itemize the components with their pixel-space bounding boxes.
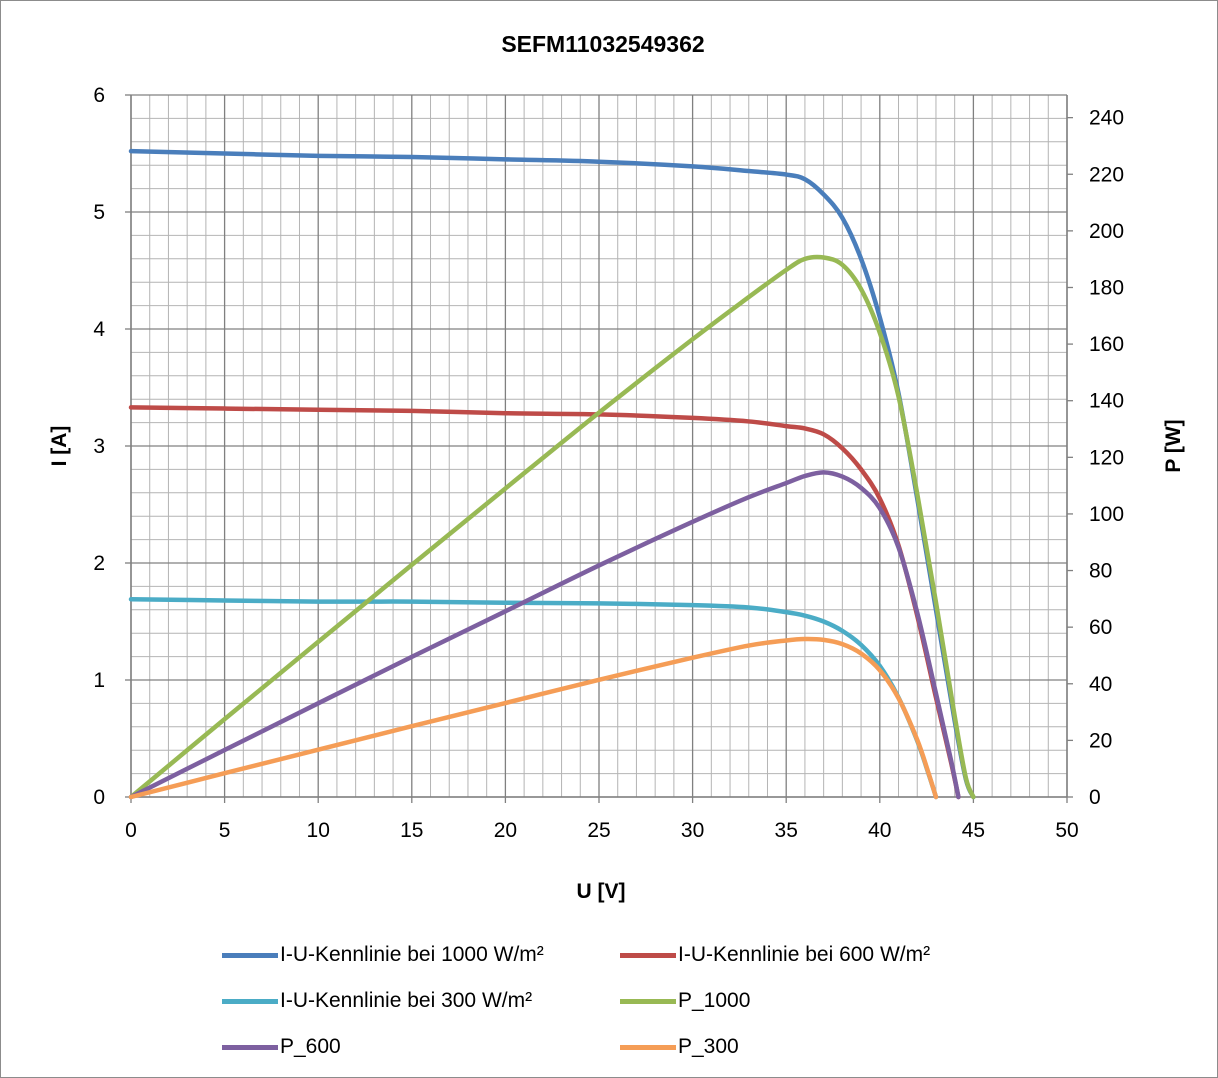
x-tick-label: 5 xyxy=(219,819,231,842)
x-tick-label: 50 xyxy=(1055,819,1078,842)
y-tick-label: 1 xyxy=(93,669,105,692)
x-tick-label: 45 xyxy=(962,819,985,842)
legend-swatch xyxy=(222,1044,278,1050)
y-tick-label: 2 xyxy=(93,552,105,575)
legend-label: I-U-Kennlinie bei 300 W/m² xyxy=(280,989,533,1012)
x-tick-label: 0 xyxy=(125,819,137,842)
x-tick-label: 20 xyxy=(494,819,517,842)
legend-swatch xyxy=(222,952,278,958)
y2-tick-label: 240 xyxy=(1089,107,1124,130)
legend-swatch xyxy=(620,1044,676,1050)
y2-tick-label: 180 xyxy=(1089,276,1124,299)
x-tick-label: 10 xyxy=(307,819,330,842)
y2-tick-label: 160 xyxy=(1089,333,1124,356)
y2-tick-label: 60 xyxy=(1089,616,1112,639)
major-gridlines xyxy=(130,94,1068,798)
legend-label: P_600 xyxy=(280,1035,341,1058)
y2-tick-label: 0 xyxy=(1089,786,1101,809)
x-tick-label: 30 xyxy=(681,819,704,842)
legend-label: P_1000 xyxy=(678,989,751,1012)
legend-item-p-300: P_300 xyxy=(620,1032,739,1062)
axes xyxy=(125,94,1073,803)
chart-title: SEFM11032549362 xyxy=(501,31,704,57)
y-axis-label: I [A] xyxy=(48,426,71,467)
y2-tick-label: 40 xyxy=(1089,673,1112,696)
legend-label: P_300 xyxy=(678,1035,739,1058)
legend-swatch xyxy=(222,998,278,1004)
x-axis-label: U [V] xyxy=(577,880,626,903)
x-tick-label: 15 xyxy=(400,819,423,842)
series-lines xyxy=(128,148,976,800)
series-line-i-u-kennlinie-bei-1000-w-m xyxy=(128,148,976,800)
legend-label: I-U-Kennlinie bei 1000 W/m² xyxy=(280,943,544,966)
y2-tick-label: 220 xyxy=(1089,163,1124,186)
legend-item-iu-600: I-U-Kennlinie bei 600 W/m² xyxy=(620,940,930,970)
legend-item-iu-1000: I-U-Kennlinie bei 1000 W/m² xyxy=(222,940,544,970)
legend-swatch xyxy=(620,998,676,1004)
legend-item-p-1000: P_1000 xyxy=(620,986,750,1016)
y2-tick-label: 80 xyxy=(1089,560,1112,583)
legend-swatch xyxy=(620,952,676,958)
y2-tick-label: 20 xyxy=(1089,729,1112,752)
y-tick-label: 3 xyxy=(93,435,105,458)
y2-tick-label: 120 xyxy=(1089,446,1124,469)
tick-labels: 0 5 10 15 20 25 30 35 40 45 5001234560204060801001… xyxy=(93,84,1124,842)
series-line-p-1000 xyxy=(128,254,976,800)
x-tick-label: 35 xyxy=(775,819,798,842)
x-tick-label: 25 xyxy=(587,819,610,842)
y2-tick-label: 100 xyxy=(1089,503,1124,526)
y2-tick-label: 140 xyxy=(1089,390,1124,413)
legend-item-iu-300: I-U-Kennlinie bei 300 W/m² xyxy=(222,986,532,1016)
y-tick-label: 5 xyxy=(93,201,105,224)
series-line-p-600 xyxy=(128,470,961,800)
y2-axis-label: P [W] xyxy=(1162,419,1185,472)
y-tick-label: 0 xyxy=(93,786,105,809)
y-tick-label: 6 xyxy=(93,84,105,107)
y-tick-label: 4 xyxy=(93,318,105,341)
series-line-p-300 xyxy=(128,636,939,800)
x-tick-label: 40 xyxy=(868,819,891,842)
legend-item-p-600: P_600 xyxy=(222,1032,341,1062)
y2-tick-label: 200 xyxy=(1089,220,1124,243)
legend-label: I-U-Kennlinie bei 600 W/m² xyxy=(678,943,931,966)
